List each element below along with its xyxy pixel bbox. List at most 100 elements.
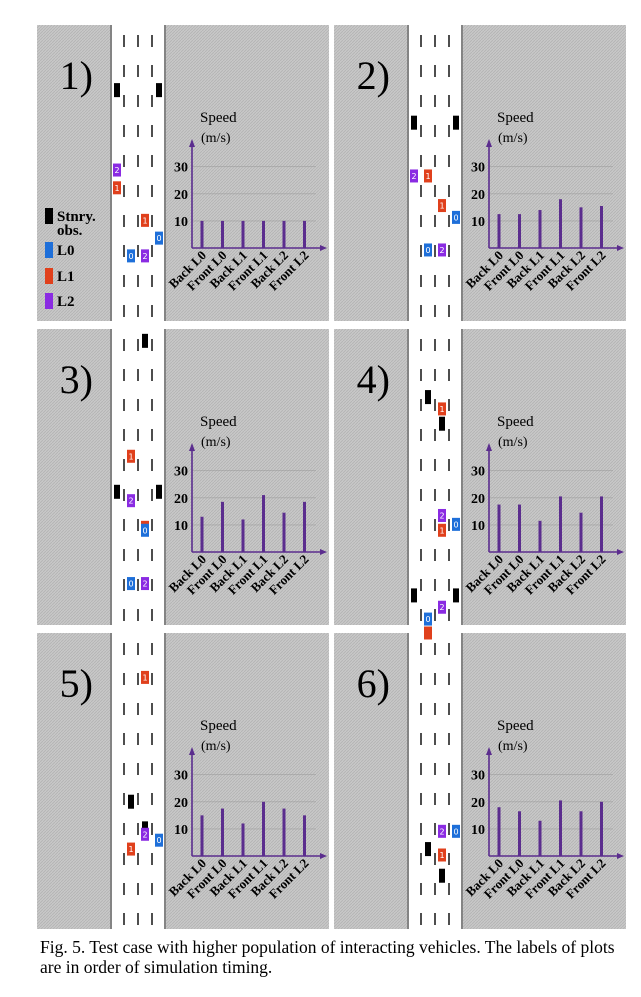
vehicle-number: 2 [142, 252, 147, 261]
vehicle-number: 0 [453, 520, 458, 529]
bar [262, 220, 265, 248]
vehicle-L1 [113, 181, 121, 195]
vehicle-number: 1 [439, 526, 444, 535]
vehicle-L1 [127, 449, 135, 463]
vehicle-number: 0 [128, 580, 133, 589]
x-axis-arrow [320, 853, 327, 859]
vehicle-L0 [424, 243, 432, 257]
vehicle-number: 1 [439, 405, 444, 414]
panel-background-left [37, 329, 110, 625]
vehicle-number: 0 [453, 213, 458, 222]
legend-label: Stnry. [57, 209, 96, 225]
bar [282, 512, 286, 552]
y-tick-label: 10 [471, 215, 485, 230]
bar [538, 820, 542, 856]
y-axis-arrow [189, 747, 195, 755]
panel-background-right [463, 633, 626, 929]
bar [559, 199, 562, 248]
bar [579, 811, 583, 856]
y-tick-label: 10 [174, 215, 188, 230]
bar [497, 214, 501, 248]
bar [538, 210, 542, 248]
y-tick-label: 10 [174, 823, 188, 838]
vehicle-number: 1 [114, 184, 119, 193]
vehicle-number: 0 [425, 615, 430, 624]
vehicle-number: 2 [439, 827, 444, 836]
legend-label: obs. [57, 223, 83, 239]
vehicle-L2 [141, 827, 149, 841]
vehicle-L2 [438, 824, 446, 838]
bar [282, 808, 286, 856]
bar [282, 220, 286, 248]
bar [241, 519, 245, 552]
y-tick-label: 10 [471, 519, 485, 534]
bar [538, 520, 542, 552]
panel-label: 1) [60, 53, 93, 98]
stationary-obstacle [439, 416, 445, 431]
vehicle-number: 1 [128, 452, 133, 461]
y-axis-arrow [486, 443, 492, 451]
bar [241, 823, 245, 856]
bar [559, 496, 562, 552]
vehicle-number: 1 [425, 172, 430, 181]
bar [559, 800, 562, 856]
vehicle-number: 1 [439, 202, 444, 211]
bar [200, 516, 204, 552]
vehicle-number: 1 [142, 216, 147, 225]
stationary-obstacle [114, 83, 120, 98]
vehicle-L1 [438, 848, 446, 862]
y-tick-label: 30 [471, 161, 485, 176]
y-axis-arrow [486, 747, 492, 755]
y-tick-label: 30 [174, 769, 188, 784]
bar [600, 496, 603, 552]
vehicle-number: 2 [439, 511, 444, 520]
y-axis-title: Speed [200, 718, 237, 734]
legend-swatch-L2 [45, 293, 53, 309]
vehicle-number: 0 [156, 234, 161, 243]
vehicle-L1 [141, 670, 149, 684]
panel-background-right [166, 329, 329, 625]
vehicle-number: 2 [439, 246, 444, 255]
y-tick-label: 20 [471, 492, 485, 507]
y-tick-label: 20 [174, 492, 188, 507]
vehicle-L2 [141, 249, 149, 263]
vehicle-L2 [438, 600, 446, 614]
bar [518, 811, 521, 856]
y-tick-label: 30 [174, 161, 188, 176]
bar [518, 214, 521, 248]
vehicle-L2 [438, 508, 446, 522]
y-tick-label: 20 [471, 796, 485, 811]
panel-background-left [37, 633, 110, 929]
legend-label: L1 [57, 269, 75, 285]
vehicle-L0 [452, 210, 460, 224]
vehicle-L2 [141, 577, 149, 591]
bar [497, 504, 501, 552]
y-tick-label: 30 [174, 465, 188, 480]
vehicle-number: 0 [128, 252, 133, 261]
vehicle-L1 [424, 169, 432, 183]
legend-swatch-L1 [45, 268, 53, 284]
y-axis-unit: (m/s) [498, 435, 528, 450]
bar [303, 220, 306, 248]
y-tick-label: 10 [471, 823, 485, 838]
vehicle-L0 [141, 523, 149, 537]
x-axis-arrow [320, 245, 327, 251]
vehicle-number: 0 [156, 836, 161, 845]
panel-background-left [334, 633, 407, 929]
y-axis-unit: (m/s) [498, 739, 528, 754]
stationary-obstacle [156, 83, 162, 98]
bar [518, 504, 521, 552]
vehicle-L0 [155, 833, 163, 847]
y-axis-unit: (m/s) [201, 739, 231, 754]
bar [262, 495, 265, 552]
vehicle-number: 0 [453, 827, 458, 836]
stationary-obstacle [453, 115, 459, 130]
vehicle-number: 1 [142, 673, 147, 682]
vehicle-L1 [141, 213, 149, 227]
y-tick-label: 30 [471, 465, 485, 480]
stationary-obstacle [156, 484, 162, 499]
vehicle-L0 [127, 577, 135, 591]
y-axis-title: Speed [200, 110, 237, 126]
